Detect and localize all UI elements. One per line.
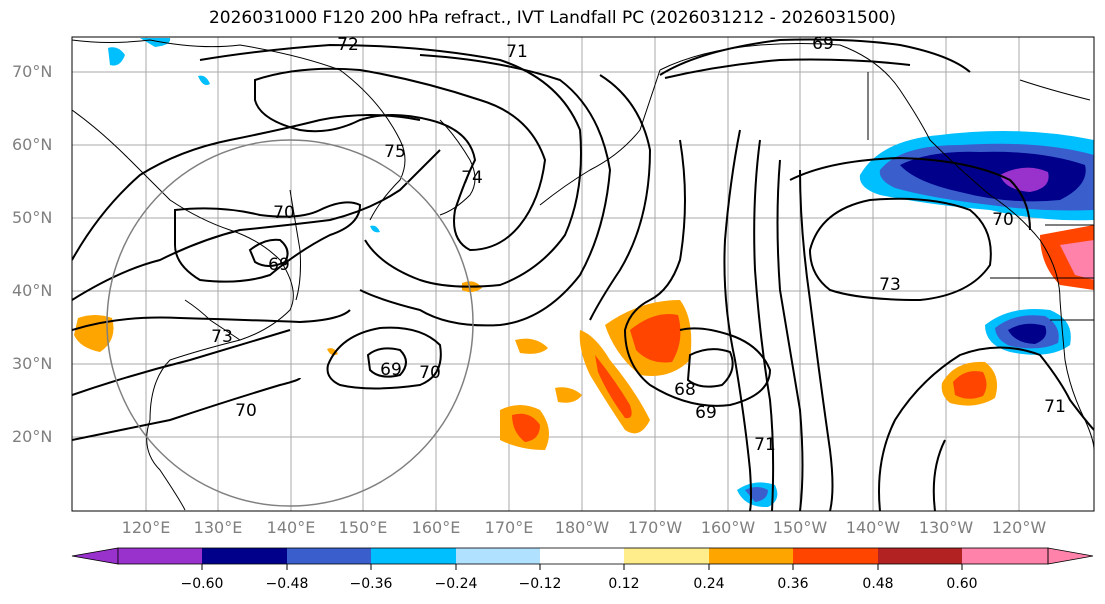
colorbar-tick-label: −0.36 xyxy=(349,576,393,592)
lon-label: 130°W xyxy=(918,518,974,537)
contour-label: 72 xyxy=(337,35,359,55)
landfall-circle xyxy=(106,139,474,507)
coastlines xyxy=(72,39,1094,511)
colorbar-bin xyxy=(371,548,456,564)
contour-labels: 72 71 69 75 74 70 69 73 70 69 70 70 73 6… xyxy=(211,34,1066,455)
contour-label: 71 xyxy=(506,42,528,62)
colorbar-tick-label: 0.24 xyxy=(693,576,725,592)
lon-label: 180°W xyxy=(554,518,610,537)
colorbar-tick-label: −0.24 xyxy=(434,576,478,592)
colorbar xyxy=(71,547,1094,570)
contour-label: 73 xyxy=(879,275,901,295)
lon-label: 160°E xyxy=(411,518,461,537)
lon-label: 130°E xyxy=(193,518,243,537)
map-frame xyxy=(71,36,1095,512)
lon-label: 140°E xyxy=(266,518,316,537)
contour-label: 71 xyxy=(754,435,776,455)
contour-label: 68 xyxy=(674,380,696,400)
lat-label: 30°N xyxy=(12,354,53,373)
contour-label: 69 xyxy=(380,360,402,380)
contour-label: 70 xyxy=(992,210,1014,230)
contour-label: 69 xyxy=(268,255,290,275)
colorbar-tick-label: 0.36 xyxy=(777,576,809,592)
colorbar-tick-label: −0.12 xyxy=(518,576,562,592)
colorbar-bin xyxy=(962,548,1048,564)
lon-label: 140°W xyxy=(845,518,901,537)
colorbar-tick-label: −0.48 xyxy=(265,576,309,592)
colorbar-bin xyxy=(202,548,287,564)
contour-label: 70 xyxy=(235,401,257,421)
contour-label: 69 xyxy=(695,403,717,423)
colorbar-bin xyxy=(709,548,794,564)
contour-label: 74 xyxy=(461,168,483,188)
lat-label: 70°N xyxy=(12,62,53,81)
colorbar-tick-label: 0.48 xyxy=(862,576,894,592)
contour-label: 71 xyxy=(1044,397,1066,417)
lon-label: 120°W xyxy=(991,518,1047,537)
colorbar-tick-label: 0.60 xyxy=(946,576,978,592)
colorbar-bin xyxy=(287,548,372,564)
colorbar-bin xyxy=(540,548,625,564)
lon-label: 170°E xyxy=(484,518,534,537)
colorbar-bin xyxy=(624,548,709,564)
lon-label: 120°E xyxy=(121,518,171,537)
colorbar-bin xyxy=(878,548,963,564)
colorbar-extend-low xyxy=(71,547,119,565)
refractivity-contours xyxy=(72,38,1094,511)
colorbar-extend-high xyxy=(1047,547,1094,565)
contour-label: 70 xyxy=(273,203,295,223)
colorbar-bin xyxy=(456,548,541,564)
contour-label: 73 xyxy=(211,327,233,347)
lat-label: 50°N xyxy=(12,208,53,227)
colorbar-tick-label: 0.12 xyxy=(608,576,640,592)
lon-label: 160°W xyxy=(700,518,756,537)
lat-label: 40°N xyxy=(12,281,53,300)
contour-label: 75 xyxy=(384,142,406,162)
map-title: 2026031000 F120 200 hPa refract., IVT La… xyxy=(208,8,896,28)
contour-label: 69 xyxy=(812,34,834,54)
lat-label: 60°N xyxy=(12,135,53,154)
lon-label: 170°W xyxy=(627,518,683,537)
lon-label: 150°W xyxy=(772,518,828,537)
lat-label: 20°N xyxy=(12,427,53,446)
colorbar-bin xyxy=(793,548,878,564)
contour-label: 70 xyxy=(419,363,441,383)
lon-label: 150°E xyxy=(338,518,388,537)
map-body xyxy=(72,37,1094,511)
colorbar-bin xyxy=(118,548,203,564)
colorbar-tick-label: −0.60 xyxy=(180,576,224,592)
